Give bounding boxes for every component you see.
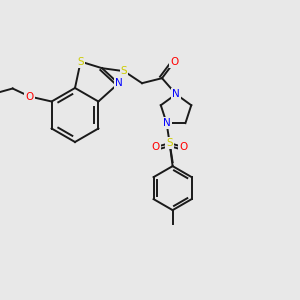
Text: S: S — [77, 57, 84, 67]
Text: S: S — [166, 138, 173, 148]
Text: S: S — [121, 66, 127, 76]
Text: O: O — [170, 57, 178, 67]
Text: O: O — [152, 142, 160, 152]
Text: N: N — [172, 89, 180, 99]
Text: O: O — [26, 92, 34, 101]
Text: O: O — [179, 142, 188, 152]
Text: N: N — [115, 78, 122, 88]
Text: N: N — [163, 118, 170, 128]
